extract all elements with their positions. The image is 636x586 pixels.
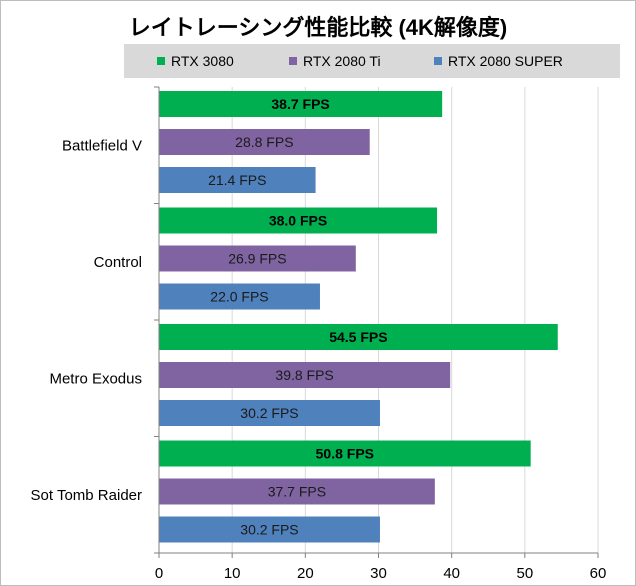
legend-label: RTX 2080 Ti (303, 53, 381, 69)
x-tick-label: 30 (370, 565, 387, 582)
data-label: 21.4 FPS (208, 172, 266, 188)
category-label: Metro Exodus (49, 370, 142, 387)
bar (159, 324, 558, 350)
bar (159, 129, 370, 155)
bar (159, 283, 320, 310)
category-label: Control (94, 254, 142, 271)
legend-label: RTX 3080 (171, 53, 234, 69)
data-label: 39.8 FPS (275, 367, 333, 383)
data-label: 28.8 FPS (235, 134, 293, 150)
bar (159, 516, 380, 543)
legend-swatch (289, 57, 297, 65)
x-tick-label: 40 (443, 565, 460, 582)
data-label: 37.7 FPS (268, 484, 326, 500)
legend-swatch (157, 57, 165, 65)
bar (159, 245, 356, 272)
category-label: Sot Tomb Raider (31, 487, 142, 504)
data-label: 54.5 FPS (329, 329, 387, 345)
chart-title: レイトレーシング性能比較 (4K解像度) (129, 15, 507, 40)
bar (159, 167, 316, 193)
bar (159, 207, 438, 234)
bar (159, 478, 435, 505)
data-label: 50.8 FPS (316, 446, 374, 462)
category-label: Battlefield V (62, 137, 142, 154)
x-tick-label: 50 (516, 565, 533, 582)
legend-label: RTX 2080 SUPER (448, 53, 563, 69)
data-label: 26.9 FPS (228, 251, 286, 267)
data-label: 38.0 FPS (269, 213, 327, 229)
legend-box (124, 44, 620, 78)
bar (159, 91, 443, 117)
data-label: 30.2 FPS (240, 405, 298, 421)
x-tick-label: 10 (224, 565, 241, 582)
data-label: 38.7 FPS (271, 96, 329, 112)
bar (159, 400, 380, 426)
data-label: 22.0 FPS (210, 289, 268, 305)
x-tick-label: 20 (297, 565, 314, 582)
x-tick-label: 0 (155, 565, 163, 582)
data-label: 30.2 FPS (240, 522, 298, 538)
legend-swatch (434, 57, 442, 65)
bar (159, 440, 531, 467)
bar (159, 362, 451, 388)
x-tick-label: 60 (590, 565, 607, 582)
